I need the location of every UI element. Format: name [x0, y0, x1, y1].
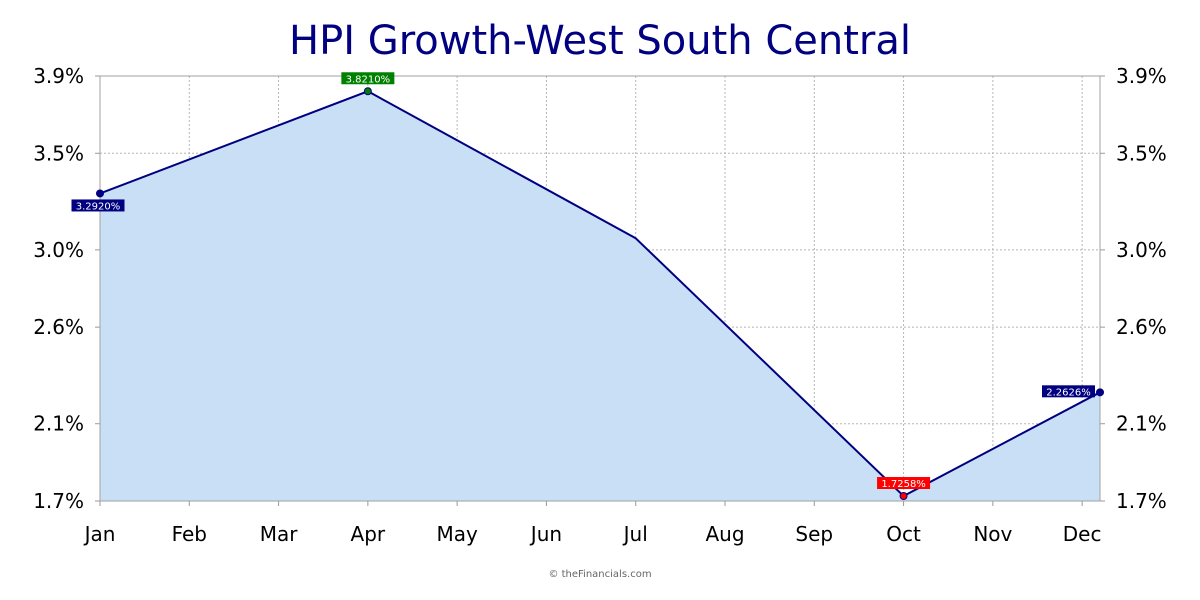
x-tick-label: Dec	[1063, 522, 1102, 546]
data-point-marker	[96, 189, 104, 198]
data-point-marker	[1096, 388, 1104, 397]
data-label-box	[877, 477, 931, 490]
x-tick-label: Mar	[260, 522, 299, 546]
x-tick-label: Apr	[351, 522, 386, 546]
data-label-box	[341, 72, 395, 85]
x-tick-label: Aug	[705, 522, 744, 546]
data-label: 3.2920%	[76, 201, 121, 212]
y-tick-label-right: 1.7%	[1116, 489, 1167, 513]
y-tick-label-left: 1.7%	[33, 489, 84, 513]
x-tick-label: Sep	[795, 522, 833, 546]
y-tick-label-right: 3.5%	[1116, 141, 1167, 165]
area-fill	[100, 91, 1100, 502]
data-point-marker	[899, 492, 908, 501]
chart-title: HPI Growth-West South Central	[289, 18, 911, 64]
data-label-box	[71, 199, 125, 212]
y-tick-label-left: 3.5%	[33, 141, 84, 165]
data-label: 1.7258%	[881, 479, 926, 490]
series-line	[99, 90, 1101, 498]
data-label-box	[1042, 385, 1095, 398]
data-label: 3.8210%	[346, 74, 391, 85]
data-point-marker	[363, 87, 372, 96]
x-tick-label: Jun	[529, 522, 562, 546]
plot-border	[99, 75, 1101, 502]
x-tick-label: May	[436, 522, 478, 546]
x-tick-label: Jul	[622, 522, 648, 546]
x-tick-label: Feb	[172, 522, 207, 546]
y-tick-label-left: 2.6%	[33, 315, 84, 339]
y-tick-label-right: 2.6%	[1116, 315, 1167, 339]
y-tick-label-right: 2.1%	[1116, 412, 1167, 436]
x-tick-label: Nov	[973, 522, 1012, 546]
data-label: 2.2626%	[1046, 387, 1091, 398]
x-tick-label: Jan	[83, 522, 116, 546]
y-tick-label-left: 2.1%	[33, 412, 84, 436]
credit-text: © theFinancials.com	[548, 569, 652, 580]
y-tick-label-right: 3.9%	[1116, 64, 1167, 88]
x-tick-label: Oct	[886, 522, 921, 546]
y-tick-label-right: 3.0%	[1116, 238, 1167, 262]
y-tick-label-left: 3.9%	[33, 64, 84, 88]
y-tick-label-left: 3.0%	[33, 238, 84, 262]
